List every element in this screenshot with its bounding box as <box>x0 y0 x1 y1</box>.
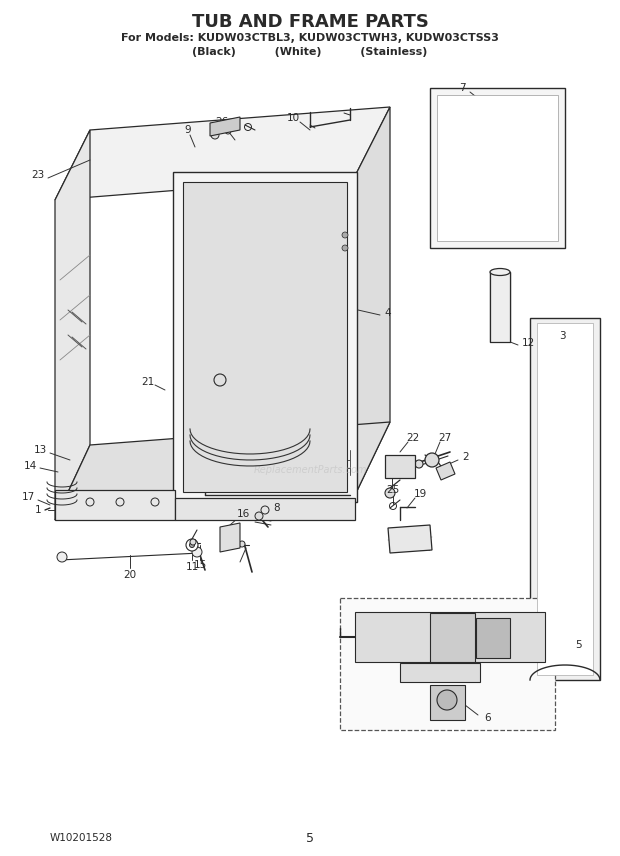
Polygon shape <box>430 685 465 720</box>
Polygon shape <box>210 117 240 136</box>
Polygon shape <box>340 598 555 730</box>
Text: 5: 5 <box>575 640 582 650</box>
Text: 8: 8 <box>273 503 280 513</box>
Polygon shape <box>55 107 390 200</box>
Text: 21: 21 <box>141 377 154 387</box>
Text: 18: 18 <box>386 468 399 478</box>
Polygon shape <box>530 318 600 680</box>
Polygon shape <box>490 272 510 342</box>
Text: 5: 5 <box>306 831 314 845</box>
Polygon shape <box>430 613 475 662</box>
Circle shape <box>190 539 196 545</box>
Text: 12: 12 <box>521 338 534 348</box>
Circle shape <box>342 232 348 238</box>
Polygon shape <box>55 130 90 520</box>
Text: 27: 27 <box>438 433 451 443</box>
Text: 14: 14 <box>24 461 37 471</box>
Text: 4: 4 <box>384 308 391 318</box>
Text: ReplacementParts.com: ReplacementParts.com <box>253 465 367 475</box>
Text: 16: 16 <box>236 509 250 519</box>
Circle shape <box>415 460 423 468</box>
Text: 15: 15 <box>193 560 206 570</box>
Text: 13: 13 <box>33 445 46 455</box>
Polygon shape <box>388 525 432 553</box>
Text: 7: 7 <box>459 83 466 93</box>
Polygon shape <box>220 523 240 552</box>
Circle shape <box>211 131 219 139</box>
Text: 23: 23 <box>32 170 45 180</box>
Text: 25: 25 <box>386 485 400 495</box>
Polygon shape <box>437 95 558 241</box>
Polygon shape <box>173 172 357 502</box>
Polygon shape <box>476 618 510 658</box>
Circle shape <box>224 529 236 541</box>
Text: 22: 22 <box>406 433 420 443</box>
Polygon shape <box>175 498 355 520</box>
Circle shape <box>190 543 195 548</box>
Text: 20: 20 <box>123 570 136 580</box>
Circle shape <box>425 453 439 467</box>
Text: W10201528: W10201528 <box>50 833 113 843</box>
Polygon shape <box>400 663 480 682</box>
Text: 3: 3 <box>559 331 565 341</box>
Polygon shape <box>430 88 565 248</box>
Text: For Models: KUDW03CTBL3, KUDW03CTWH3, KUDW03CTSS3: For Models: KUDW03CTBL3, KUDW03CTWH3, KU… <box>121 33 499 43</box>
Text: 9: 9 <box>185 125 192 135</box>
Polygon shape <box>355 612 545 662</box>
Text: TUB AND FRAME PARTS: TUB AND FRAME PARTS <box>192 13 428 31</box>
Circle shape <box>186 539 198 551</box>
Polygon shape <box>55 490 175 520</box>
Text: 1: 1 <box>35 505 42 515</box>
Text: 11: 11 <box>185 562 198 572</box>
Circle shape <box>57 552 67 562</box>
Text: 17: 17 <box>21 492 35 502</box>
Text: 10: 10 <box>286 113 299 123</box>
Ellipse shape <box>490 269 510 276</box>
Text: 2: 2 <box>463 452 469 462</box>
Text: 24: 24 <box>418 543 432 553</box>
Circle shape <box>437 690 457 710</box>
Circle shape <box>239 541 245 547</box>
Polygon shape <box>355 107 390 495</box>
Polygon shape <box>436 462 455 480</box>
Circle shape <box>192 547 202 557</box>
Circle shape <box>225 128 231 134</box>
Polygon shape <box>385 455 415 478</box>
Text: 6: 6 <box>485 713 491 723</box>
Polygon shape <box>537 323 593 675</box>
Circle shape <box>385 488 395 498</box>
Polygon shape <box>183 182 347 492</box>
Circle shape <box>342 245 348 251</box>
Text: 19: 19 <box>414 489 427 499</box>
Polygon shape <box>55 422 390 520</box>
Text: 26: 26 <box>215 117 229 127</box>
Text: (Black)          (White)          (Stainless): (Black) (White) (Stainless) <box>192 47 428 57</box>
Circle shape <box>255 512 263 520</box>
